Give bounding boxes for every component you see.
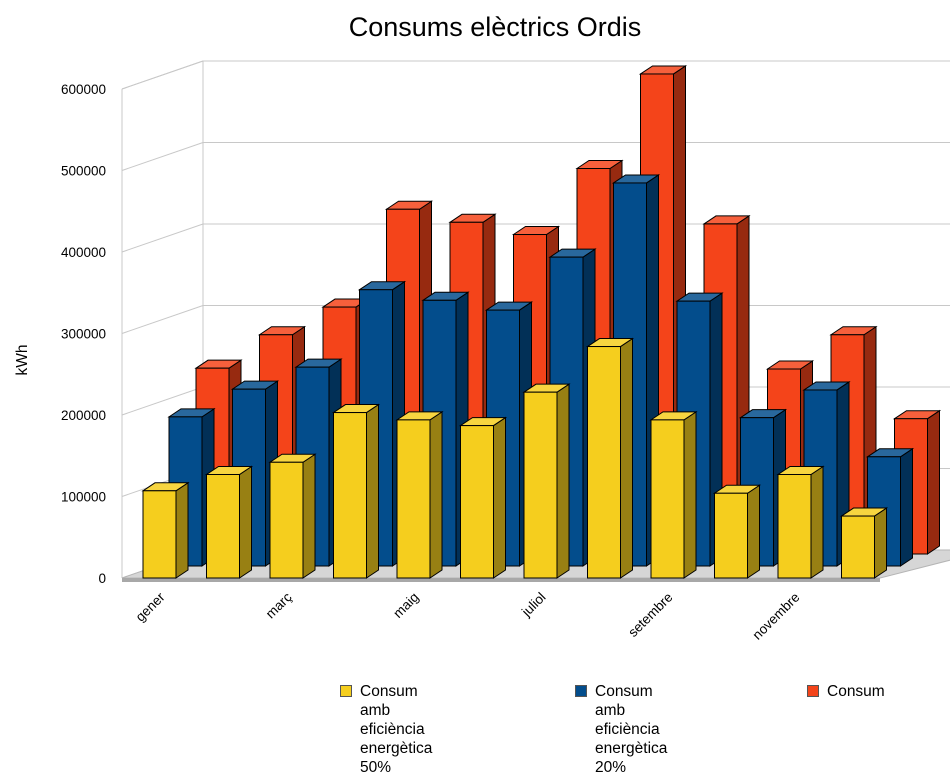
bar-eff50-setembre-side: [683, 410, 697, 579]
bar-eff50-juny-side: [493, 416, 506, 579]
y-tick-label-6: 600000: [61, 82, 106, 97]
bar-eff50-febrer-side: [239, 465, 252, 579]
x-tick-label-maig: maig: [390, 590, 421, 621]
gridline-left-3: [121, 305, 204, 334]
bar-eff50-juliol: [523, 391, 558, 579]
gridline-left-5: [121, 142, 204, 171]
bar-consum-desembre-side: [927, 409, 940, 555]
bar-eff50-agost: [587, 346, 621, 579]
x-tick-label-novembre: novembre: [750, 590, 803, 643]
x-tick-label-juliol: juliol: [518, 590, 548, 620]
legend-swatch-efficiency-20: [575, 685, 587, 697]
legend-label-efficiency-20: Consum amb eficiència energètica 20%: [595, 683, 668, 776]
bar-eff50-octubre: [714, 492, 748, 579]
y-axis-label: kWh: [14, 345, 31, 376]
bar-eff50-març-side: [302, 453, 316, 579]
bar-eff50-desembre-side: [874, 507, 887, 579]
bar-eff50-setembre: [650, 419, 685, 579]
x-tick-label-gener: gener: [133, 589, 168, 624]
bar-eff50-gener: [142, 490, 177, 579]
y-tick-label-3: 300000: [61, 327, 106, 342]
gridline-left-4: [121, 223, 204, 253]
bar-eff50-novembre-side: [810, 465, 824, 579]
y-tick-label-5: 500000: [61, 164, 106, 179]
gridline-left-2: [121, 386, 204, 416]
y-tick-label-1: 100000: [61, 490, 106, 505]
legend-swatch-consum: [807, 685, 819, 697]
bar-eff50-maig-side: [429, 410, 443, 579]
gridline-left-6: [121, 60, 204, 90]
bar-eff50-juliol-side: [556, 383, 570, 579]
bar-eff50-novembre: [777, 473, 812, 579]
y-tick-label-4: 400000: [61, 245, 106, 260]
bar-eff50-maig: [396, 419, 431, 579]
bar-eff50-gener-side: [175, 481, 189, 579]
chart-plot: 0 100000 200000 300000 400000 500000 600000 gen…: [14, 60, 950, 643]
bar-eff50-abril: [333, 412, 367, 579]
bar-eff50-desembre: [841, 515, 875, 579]
bar-eff50-febrer: [206, 473, 240, 579]
legend-swatch-efficiency-50: [340, 685, 352, 697]
bar-eff20-desembre-side: [900, 447, 913, 567]
legend-label-efficiency-50: Consum amb eficiència energètica 50%: [360, 683, 433, 776]
chart-title: Consums elèctrics Ordis: [348, 12, 642, 42]
bar-eff50-juny: [460, 425, 494, 579]
bar-eff50-abril-side: [366, 403, 379, 579]
bar-eff50-març: [269, 461, 304, 579]
y-tick-label-2: 200000: [61, 408, 106, 423]
y-tick-label-0: 0: [98, 571, 106, 586]
bar-eff50-octubre-side: [747, 484, 760, 579]
legend-label-consum: Consum: [827, 683, 885, 700]
floor-edge: [122, 578, 880, 582]
x-tick-label-setembre: setembre: [625, 590, 675, 640]
bar-eff50-agost-side: [620, 337, 633, 579]
x-tick-label-març: març: [263, 589, 295, 621]
